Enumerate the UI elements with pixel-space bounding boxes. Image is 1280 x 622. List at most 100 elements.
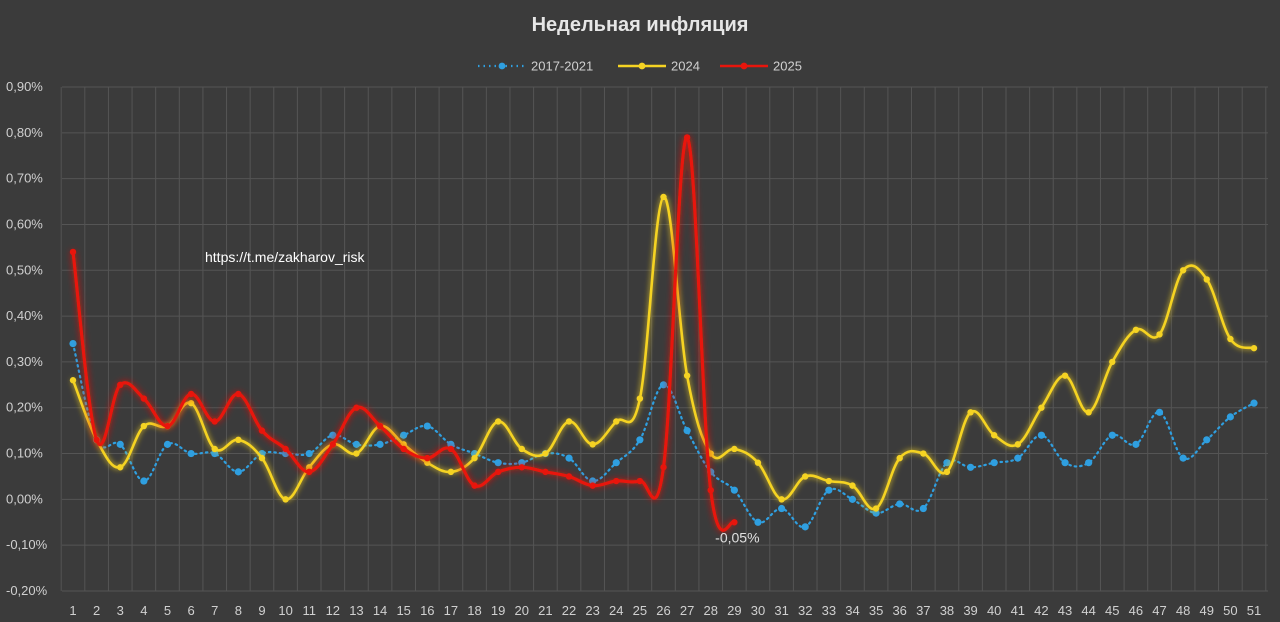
x-tick-label: 18: [467, 603, 481, 618]
data-point: [801, 523, 809, 531]
grid: [60, 86, 1268, 592]
x-tick-label: 41: [1011, 603, 1025, 618]
data-point: [589, 477, 597, 485]
data-point: [211, 418, 218, 425]
data-point: [896, 500, 904, 508]
data-point: [612, 459, 620, 467]
x-tick-label: 7: [211, 603, 218, 618]
y-tick-label: 0,70%: [6, 171, 43, 186]
data-point: [683, 427, 691, 435]
data-point: [943, 459, 951, 467]
x-tick-label: 23: [585, 603, 599, 618]
data-point: [353, 450, 360, 457]
data-point: [1108, 431, 1116, 439]
data-point: [211, 449, 219, 458]
data-point: [447, 468, 455, 476]
data-point: [1203, 276, 1210, 283]
data-point: [1014, 454, 1022, 462]
y-tick-label: 0,40%: [6, 308, 43, 323]
legend-label: 2024: [671, 59, 700, 74]
x-tick-label: 34: [845, 603, 859, 618]
legend-item-2024: 2024: [618, 59, 700, 74]
legend-item-2017-2021: 2017-2021: [478, 59, 593, 74]
x-tick-label: 14: [373, 603, 387, 618]
data-point: [306, 468, 313, 476]
x-tick-label: 45: [1105, 603, 1119, 618]
x-tick-label: 28: [704, 603, 718, 618]
x-tick-label: 17: [444, 603, 458, 618]
data-point: [258, 454, 266, 462]
series-2024: [69, 193, 1258, 512]
x-tick-label: 10: [278, 603, 292, 618]
x-tick-label: 33: [822, 603, 836, 618]
data-point: [187, 399, 195, 407]
legend-marker: [498, 62, 506, 70]
x-tick-label: 15: [396, 603, 410, 618]
legend-marker: [740, 62, 748, 70]
x-tick-label: 50: [1223, 603, 1237, 618]
data-point: [1156, 331, 1163, 338]
data-point: [494, 459, 502, 467]
data-point: [353, 404, 360, 411]
y-tick-label: 0,50%: [6, 262, 43, 277]
data-point: [660, 193, 667, 201]
data-point: [1109, 358, 1116, 366]
data-point: [1203, 436, 1211, 444]
x-tick-label: 26: [656, 603, 670, 618]
data-point: [400, 431, 408, 439]
legend-label: 2025: [773, 59, 802, 74]
data-point: [282, 445, 289, 453]
x-tick-label: 47: [1152, 603, 1166, 618]
legend: 2017-2021 2024 2025: [478, 59, 802, 74]
data-point: [990, 432, 998, 439]
data-point: [613, 418, 620, 425]
x-tick-label: 35: [869, 603, 883, 618]
data-point: [1014, 441, 1021, 448]
data-point: [1085, 459, 1093, 467]
annotations: -0,05%: [715, 529, 759, 545]
data-point: [872, 509, 880, 517]
x-tick-label: 32: [798, 603, 812, 618]
data-point: [163, 440, 172, 448]
y-tick-label: -0,10%: [6, 537, 48, 552]
x-tick-label: 5: [164, 603, 171, 618]
x-tick-label: 21: [538, 603, 552, 618]
data-point: [919, 504, 927, 513]
data-point: [400, 445, 407, 453]
x-tick-label: 12: [326, 603, 340, 618]
data-point: [235, 436, 242, 443]
legend-item-2025: 2025: [720, 59, 802, 74]
series-2017-2021: [69, 339, 1258, 531]
x-tick-label: 27: [680, 603, 694, 618]
data-point: [565, 473, 573, 480]
data-point: [825, 486, 833, 494]
data-point: [565, 454, 573, 462]
data-point: [235, 390, 242, 398]
data-point: [1061, 372, 1069, 379]
data-point: [329, 441, 337, 448]
x-tick-label: 30: [751, 603, 765, 618]
x-tick-label: 22: [562, 603, 576, 618]
data-point: [1250, 399, 1258, 407]
x-axis-ticks: 1 2 3 4 5 6 7 8 9 10 11 12 13 14 15 16 17 18 19 20 21 22 23 24 2…: [69, 603, 1261, 618]
data-point: [518, 445, 525, 453]
data-point: [589, 441, 596, 448]
data-point: [683, 134, 691, 141]
data-point: [376, 440, 384, 448]
x-tick-label: 19: [491, 603, 505, 618]
data-point: [636, 395, 644, 402]
y-tick-label: -0,20%: [6, 583, 48, 598]
data-point: [589, 482, 596, 489]
data-point: [1226, 413, 1234, 421]
x-tick-label: 49: [1200, 603, 1214, 618]
x-tick-label: 37: [916, 603, 930, 618]
data-point: [754, 518, 762, 526]
data-point: [1132, 326, 1140, 334]
data-point: [306, 464, 313, 471]
data-point: [69, 248, 77, 256]
x-tick-label: 24: [609, 603, 623, 618]
data-point: [990, 459, 998, 467]
data-point: [518, 459, 526, 467]
data-point: [282, 496, 289, 503]
data-point: [1227, 335, 1234, 343]
